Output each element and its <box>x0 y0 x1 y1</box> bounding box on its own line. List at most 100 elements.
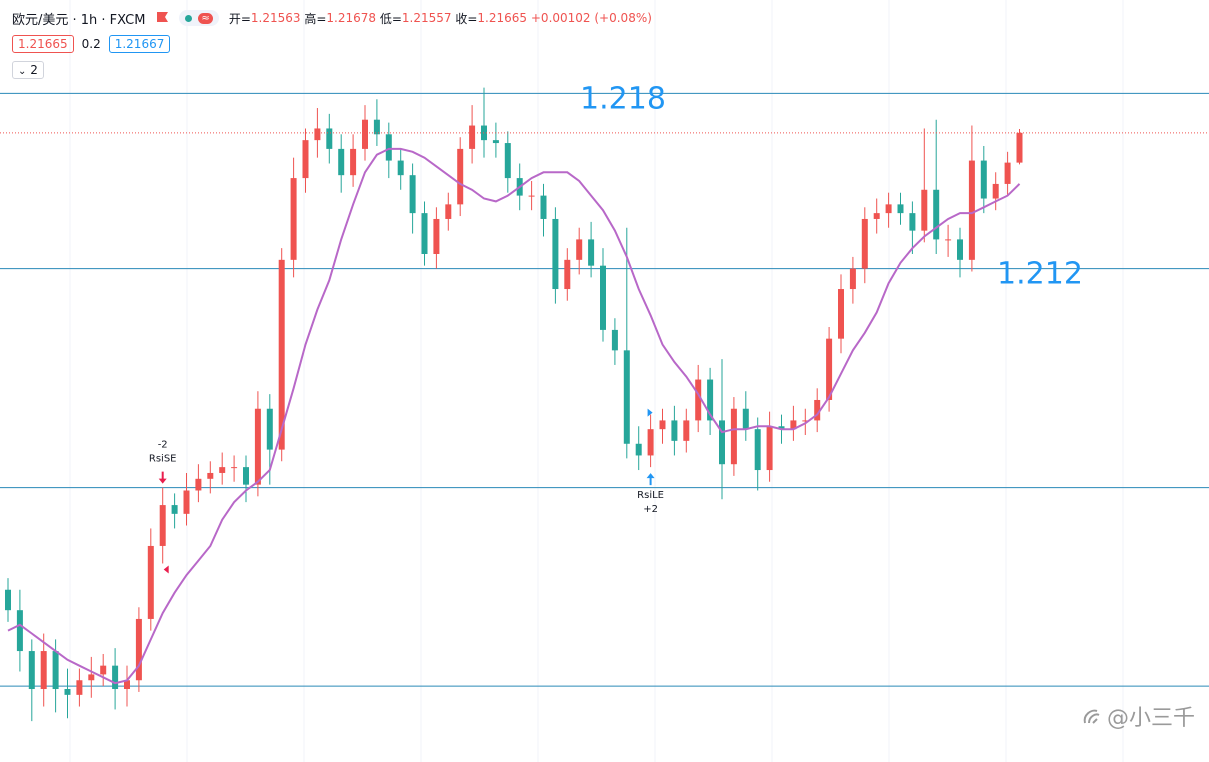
close-value: 1.21665 <box>477 11 528 25</box>
candle-body <box>552 218 559 290</box>
candle-body <box>254 408 261 485</box>
candle-body <box>611 329 618 351</box>
candle-body <box>921 189 928 231</box>
candle-body <box>135 618 142 681</box>
candle-body <box>421 213 428 254</box>
candle-body <box>362 119 368 149</box>
change: +0.00102 (+0.08%) <box>530 11 652 25</box>
candle-body <box>861 218 868 269</box>
candle-body <box>183 490 190 514</box>
signal-name: RsiSE <box>149 454 177 465</box>
candle-body <box>112 665 119 690</box>
candle-body <box>278 259 285 450</box>
header: 欧元/美元 · 1h · FXCM ≈ 开= 1.21563 高= 1.21678 … <box>12 8 652 80</box>
candle-body <box>576 239 583 260</box>
ask[interactable]: 1.21667 <box>108 35 171 53</box>
candle-body <box>778 426 785 430</box>
candle-body <box>802 420 809 422</box>
candle-body <box>814 399 821 421</box>
candle-body <box>980 160 987 199</box>
candle-body <box>742 408 749 430</box>
candle-body <box>385 134 392 161</box>
flag-icon[interactable] <box>155 11 169 25</box>
candle-body <box>88 674 95 681</box>
candle-body <box>290 178 297 260</box>
candle-body <box>885 204 892 214</box>
candle-body <box>266 408 273 450</box>
candle-body <box>659 420 666 430</box>
symbol[interactable]: 欧元/美元 · 1h · FXCM <box>12 12 146 28</box>
candle-body <box>40 651 47 690</box>
candle-body <box>171 505 178 514</box>
signal-qty: -2 <box>158 440 168 451</box>
candle-body <box>540 195 547 219</box>
candle-body <box>231 467 238 469</box>
high-label: 高= <box>304 11 327 26</box>
candle-body <box>647 429 654 456</box>
level-label: 1.218 <box>580 81 666 116</box>
candle-body <box>528 195 535 197</box>
legend-row: 欧元/美元 · 1h · FXCM ≈ 开= 1.21563 高= 1.21678 … <box>12 8 652 28</box>
candle-body <box>445 204 452 219</box>
candle-body <box>933 189 940 240</box>
candle-body <box>623 350 630 444</box>
candle-body <box>64 689 71 695</box>
candle-body <box>124 680 130 690</box>
low-value: 1.21557 <box>401 11 452 25</box>
candle-body <box>28 651 35 690</box>
candle-body <box>992 183 999 199</box>
candle-body <box>968 160 975 260</box>
candle-body <box>195 478 202 491</box>
indicator-toggle[interactable]: ⌄ 2 <box>12 61 44 79</box>
candle-body <box>338 148 345 176</box>
candle-body <box>302 140 309 179</box>
signal-arrow <box>646 473 655 486</box>
candle-body <box>433 218 440 254</box>
candle-body <box>373 119 380 135</box>
open-value: 1.21563 <box>250 11 301 25</box>
candle-body <box>1004 162 1011 184</box>
candle-body <box>350 148 357 176</box>
candle-body <box>409 175 416 214</box>
candle-body <box>600 265 606 330</box>
bid[interactable]: 1.21665 <box>12 35 74 53</box>
candle-body <box>326 128 333 149</box>
candle-body <box>243 467 249 485</box>
candle-body <box>945 239 952 241</box>
high-value: 1.21678 <box>326 11 377 25</box>
watermark-logo <box>1083 709 1100 724</box>
candle-body <box>671 420 678 441</box>
signal-marker <box>647 408 653 417</box>
candle-body <box>159 505 166 546</box>
candle-body <box>469 125 476 149</box>
candle-body <box>707 379 714 421</box>
candle-body <box>873 213 880 219</box>
spread: 0.2 <box>81 37 101 51</box>
candle-body <box>897 204 904 214</box>
candle-body <box>492 140 499 144</box>
level-label: 1.212 <box>997 257 1083 292</box>
candle-body <box>504 143 511 179</box>
candle-body <box>957 239 963 260</box>
watermark: @小三千 <box>1081 700 1195 732</box>
candle-body <box>314 128 321 141</box>
candle-body <box>730 408 737 465</box>
candle-body <box>588 239 595 266</box>
candle-body <box>1016 132 1023 163</box>
candle-body <box>719 420 725 465</box>
candle-body <box>16 610 23 652</box>
low-label: 低= <box>379 11 402 26</box>
candle-body <box>849 268 856 290</box>
candle-body <box>695 379 702 421</box>
indicator-count: 2 <box>30 63 38 77</box>
signal-name: RsiLE <box>637 490 664 501</box>
bid-ask-row: 1.21665 0.2 1.21667 <box>12 34 652 54</box>
candle-body <box>838 289 844 339</box>
candle-body <box>457 148 464 205</box>
candle-body <box>564 259 571 290</box>
status-badge[interactable]: ≈ <box>179 10 219 26</box>
candle-body <box>219 467 226 473</box>
watermark-text: @小三千 <box>1106 706 1195 731</box>
